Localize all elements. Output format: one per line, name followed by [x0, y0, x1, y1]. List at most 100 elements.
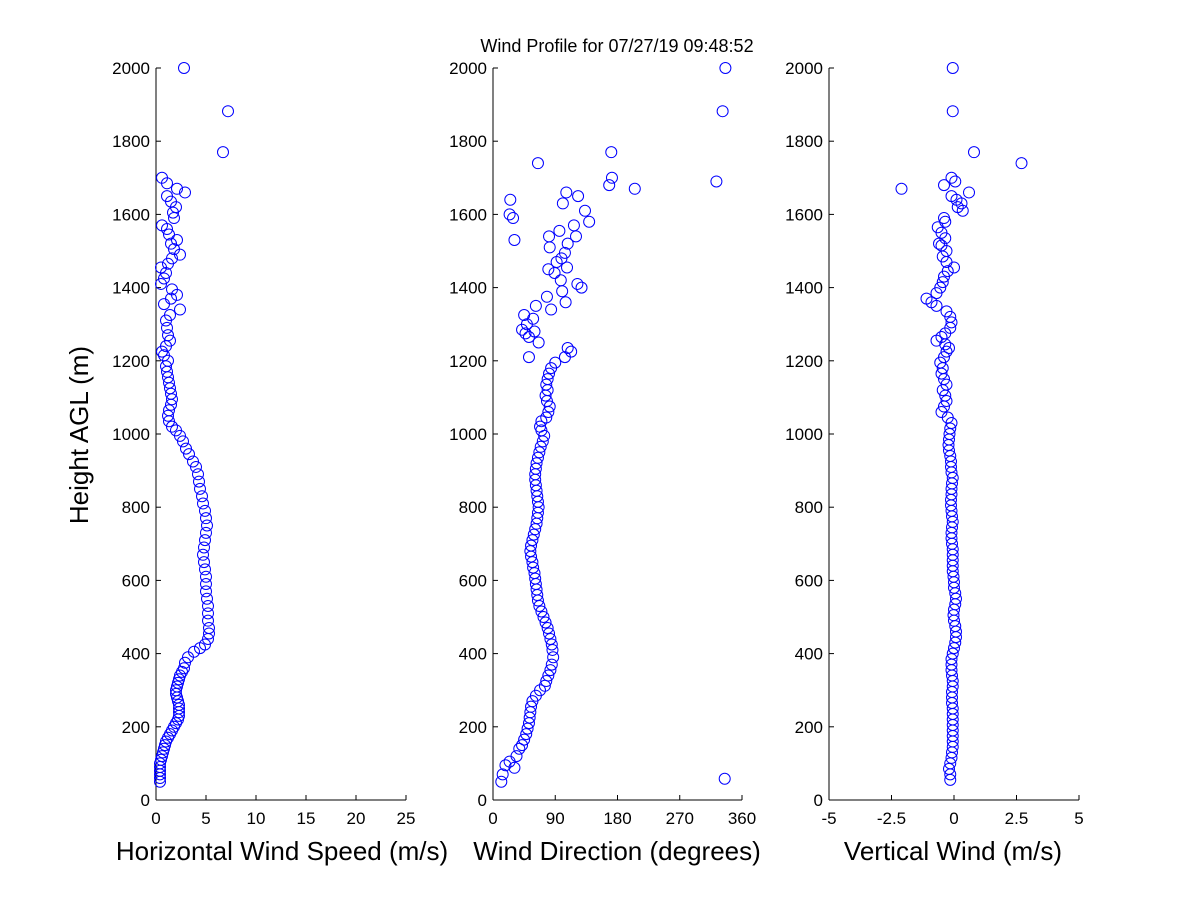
data-point: [544, 632, 557, 645]
data-point: [938, 212, 950, 225]
x-tick-label: 180: [603, 809, 631, 828]
data-point: [164, 309, 176, 322]
data-point: [605, 146, 618, 159]
data-point: [202, 614, 214, 627]
data-point: [537, 611, 550, 623]
data-point: [199, 534, 211, 547]
data-point: [531, 451, 544, 464]
data-point: [535, 605, 548, 618]
data-point: [200, 512, 212, 525]
y-tick-label: 1000: [112, 425, 150, 444]
data-point: [197, 548, 209, 561]
data-point: [508, 761, 521, 774]
data-point: [163, 404, 175, 417]
data-point: [179, 186, 191, 199]
data-point: [527, 528, 540, 541]
data-point: [559, 296, 572, 309]
data-point: [510, 750, 523, 763]
y-tick-label: 600: [459, 571, 487, 590]
data-point: [532, 336, 545, 349]
data-point: [200, 526, 212, 539]
data-point: [946, 62, 959, 74]
x-tick-label: 0: [488, 809, 497, 828]
data-point: [572, 190, 585, 203]
data-point: [196, 490, 208, 503]
data-point: [549, 356, 562, 369]
data-point: [543, 230, 556, 243]
data-point: [507, 212, 520, 225]
data-point: [518, 733, 531, 746]
data-point: [544, 664, 557, 677]
y-tick-label: 1000: [785, 425, 823, 444]
data-point: [946, 105, 959, 118]
data-point: [558, 246, 571, 259]
y-tick-label: 200: [122, 718, 150, 737]
data-point: [520, 728, 533, 741]
y-tick-label: 1800: [785, 132, 823, 151]
data-point: [525, 539, 538, 552]
data-point: [201, 519, 213, 532]
data-point: [935, 239, 948, 252]
y-tick-label: 1600: [112, 205, 150, 224]
data-point: [545, 638, 558, 651]
y-tick-label: 800: [122, 498, 150, 517]
data-point: [561, 237, 574, 250]
data-point: [935, 406, 948, 419]
data-point: [496, 768, 509, 781]
figure-title: Wind Profile for 07/27/19 09:48:52: [480, 36, 753, 56]
y-tick-label: 800: [459, 498, 487, 517]
data-point: [571, 277, 584, 290]
data-point: [170, 424, 182, 437]
x-tick-label: 5: [201, 809, 210, 828]
y-tick-label: 1400: [449, 279, 487, 298]
y-tick-label: 1400: [112, 279, 150, 298]
y-tick-label: 0: [814, 791, 823, 810]
data-point: [938, 179, 950, 192]
y-tick-label: 2000: [785, 59, 823, 78]
data-point: [534, 420, 547, 433]
data-point: [163, 228, 175, 241]
y-tick-label: 1800: [112, 132, 150, 151]
data-point: [605, 171, 618, 184]
data-point: [508, 234, 521, 247]
data-point: [949, 175, 962, 188]
y-tick-label: 1200: [449, 352, 487, 371]
x-tick-label: 20: [347, 809, 366, 828]
data-point: [156, 171, 168, 184]
data-point: [183, 448, 195, 461]
data-point: [194, 482, 206, 495]
data-point: [628, 182, 641, 195]
data-point: [199, 504, 211, 517]
y-tick-label: 1200: [785, 352, 823, 371]
x-tick-label: 360: [728, 809, 756, 828]
data-point: [503, 208, 516, 221]
data-point: [534, 684, 547, 697]
data-point: [200, 585, 212, 598]
data-point: [543, 627, 556, 640]
y-tick-label: 1400: [785, 279, 823, 298]
data-point: [528, 325, 541, 338]
data-point: [943, 762, 955, 775]
data-point: [158, 272, 170, 285]
data-point: [542, 669, 555, 682]
data-point: [513, 742, 526, 755]
data-point: [944, 422, 957, 435]
data-point: [222, 105, 234, 118]
data-point: [518, 309, 531, 322]
data-point: [951, 201, 964, 214]
y-tick-label: 2000: [449, 59, 487, 78]
data-point: [935, 331, 948, 344]
data-point: [545, 303, 558, 316]
panel-1: 0 200 400 600 800 1000 1200 1400 1600 1800 2000 0 5 1…: [112, 59, 448, 866]
x-tick-label: 0: [151, 809, 160, 828]
data-point: [556, 197, 569, 210]
y-tick-label: 600: [122, 571, 150, 590]
y-tick-label: 400: [122, 645, 150, 664]
data-point: [161, 321, 173, 334]
x-tick-label: 25: [397, 809, 416, 828]
data-point: [526, 534, 539, 547]
data-point: [499, 759, 512, 772]
data-point: [540, 290, 553, 303]
